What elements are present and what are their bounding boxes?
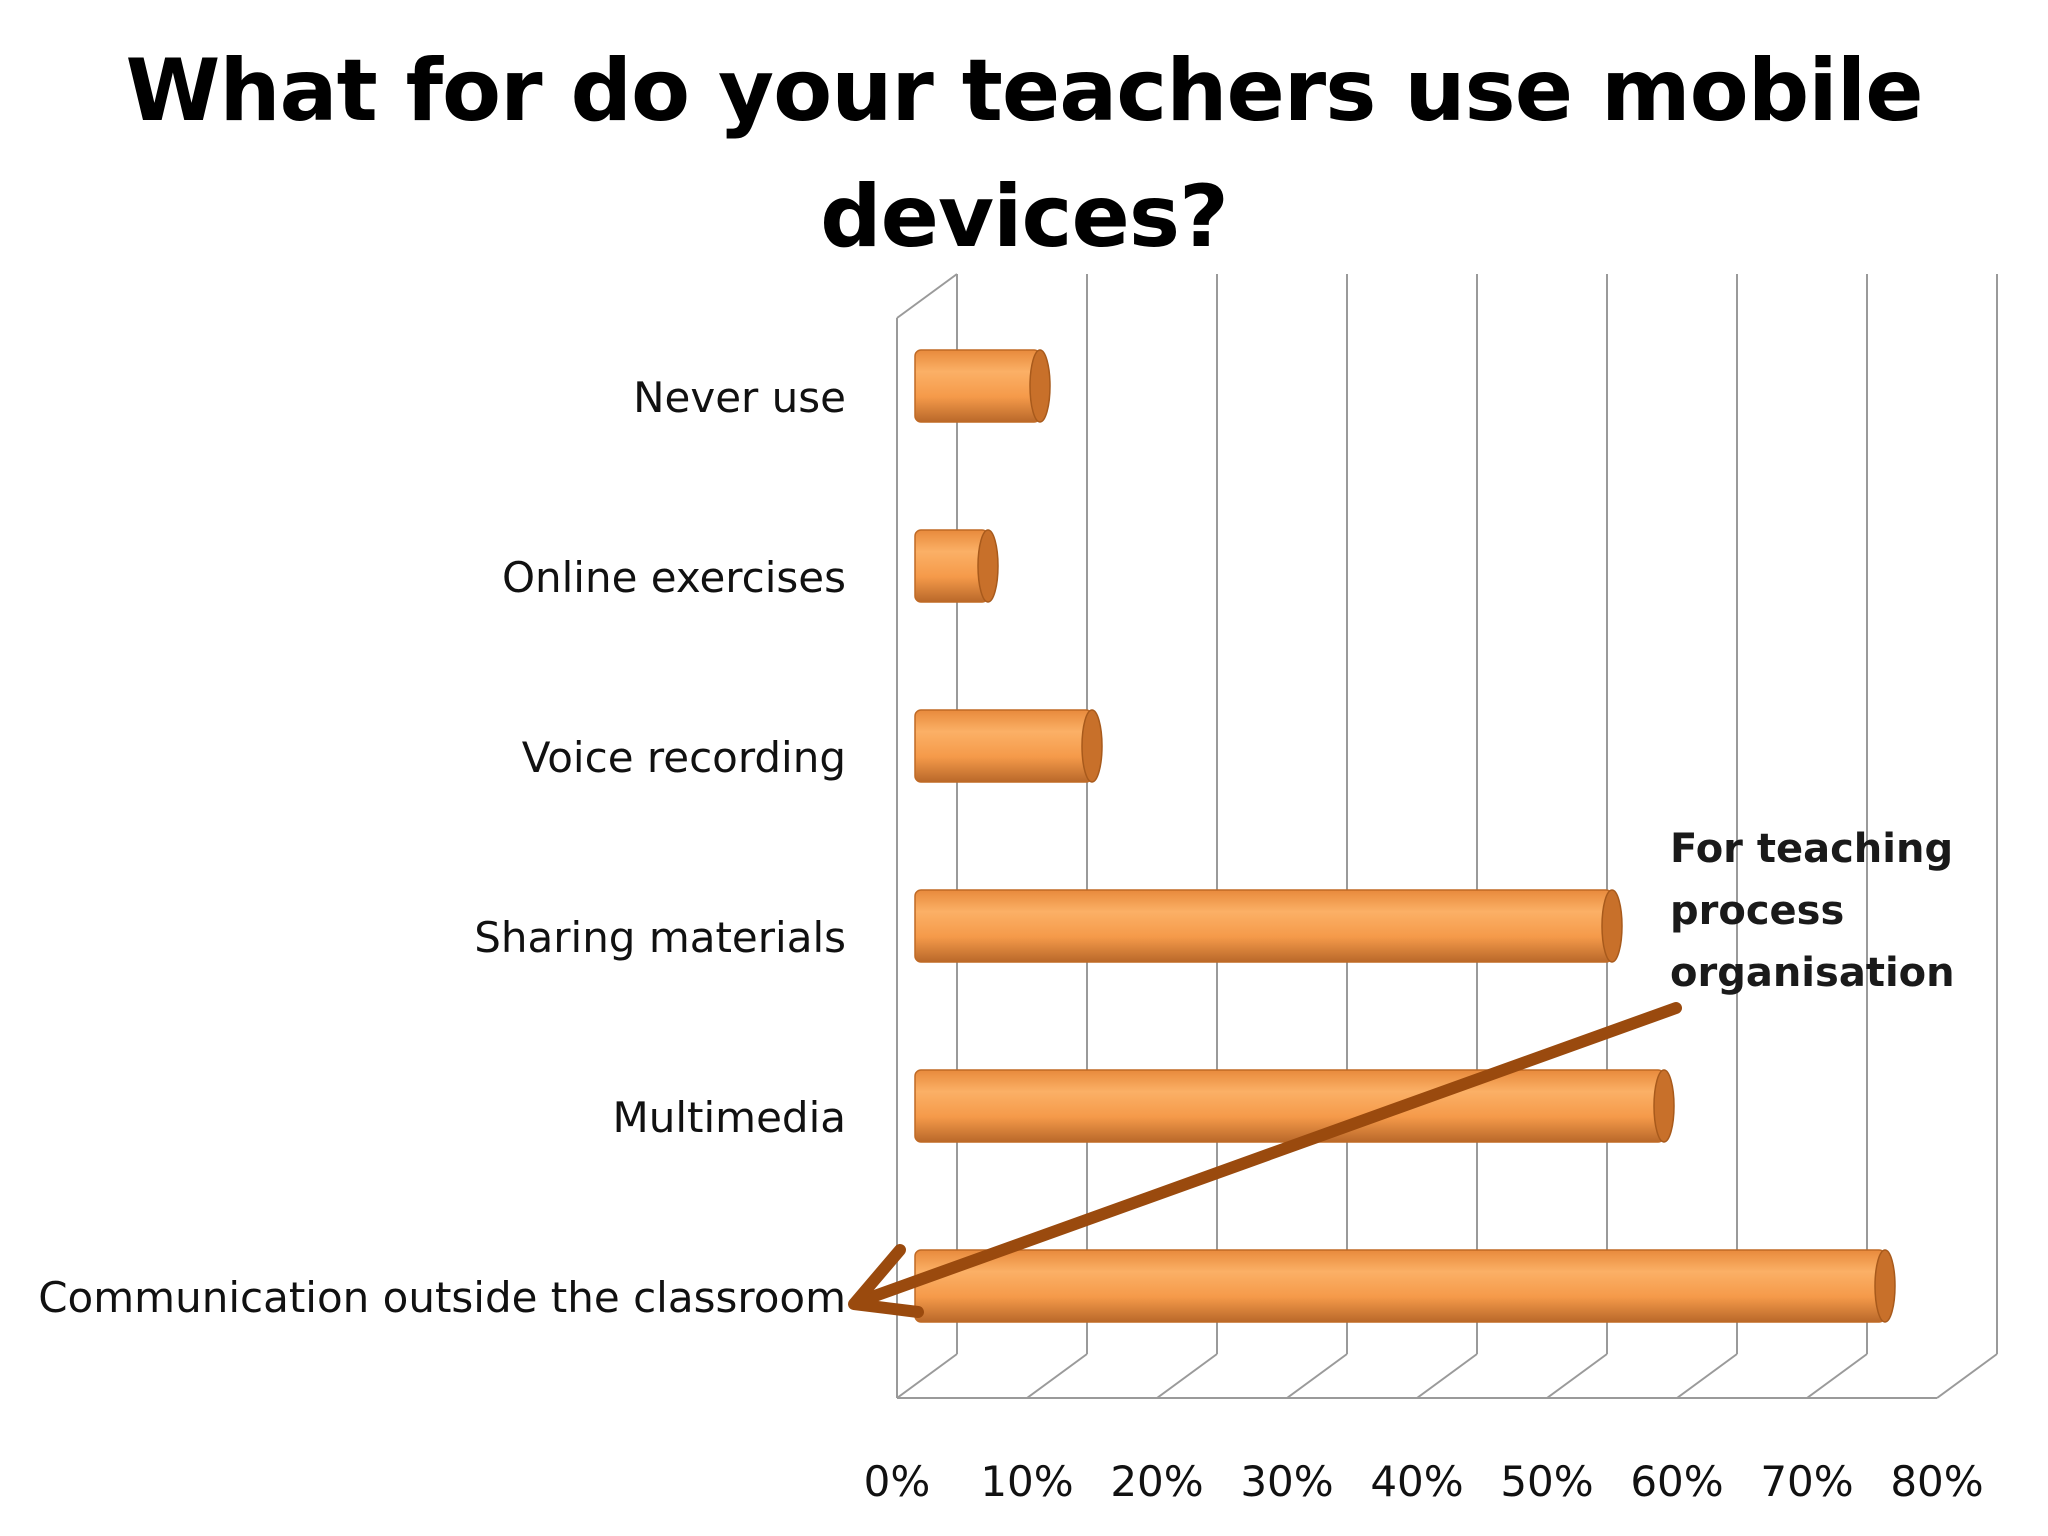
category-label-0: Never use <box>633 373 846 422</box>
chart-title-line-2: devices? <box>820 167 1229 267</box>
bar-0 <box>914 349 1051 423</box>
annotation-arrow <box>848 1002 1682 1318</box>
x-tick-label-0: 0% <box>864 1457 931 1506</box>
bar-2 <box>914 709 1103 783</box>
category-label-2: Voice recording <box>522 733 846 782</box>
x-tick-label-7: 70% <box>1760 1457 1853 1506</box>
wall-top-edge <box>896 273 958 319</box>
floor-line-5 <box>1546 1353 1608 1399</box>
x-axis-tick-labels: 0% 10% 20% 30% 40% 50% 60% 70% 80% <box>864 1457 1984 1506</box>
bar-cap-4 <box>1653 1069 1675 1143</box>
bar-body-5 <box>914 1249 1886 1323</box>
chart-title-line-1: What for do your teachers use mobile <box>125 41 1923 141</box>
x-tick-label-3: 30% <box>1240 1457 1333 1506</box>
bar-cap-2 <box>1081 709 1103 783</box>
floor-line-4 <box>1416 1353 1478 1399</box>
gridlines <box>896 273 1998 1399</box>
bar-body-0 <box>914 349 1041 423</box>
category-label-1: Online exercises <box>502 553 846 602</box>
bar-body-4 <box>914 1069 1665 1143</box>
annotation-line-2: process <box>1670 888 1844 934</box>
x-tick-label-6: 60% <box>1630 1457 1723 1506</box>
floor-line-1 <box>1026 1353 1088 1399</box>
bar-cap-0 <box>1029 349 1051 423</box>
category-label-3: Sharing materials <box>474 913 846 962</box>
annotation-line-1: For teaching <box>1670 826 1953 872</box>
x-tick-label-5: 50% <box>1500 1457 1593 1506</box>
bar-1 <box>914 529 999 603</box>
bar-cap-3 <box>1601 889 1623 963</box>
bar-4 <box>914 1069 1675 1143</box>
floor-line-7 <box>1806 1353 1868 1399</box>
bar-body-2 <box>914 709 1093 783</box>
bar-body-1 <box>914 529 989 603</box>
annotation-line-3: organisation <box>1670 950 1955 996</box>
chart-title: What for do your teachers use mobile dev… <box>124 28 1924 280</box>
bars <box>914 349 1896 1323</box>
x-tick-label-4: 40% <box>1370 1457 1463 1506</box>
x-tick-label-1: 10% <box>980 1457 1073 1506</box>
bar-5 <box>914 1249 1896 1323</box>
category-label-4: Multimedia <box>613 1093 846 1142</box>
category-label-5: Communication outside the classroom <box>38 1273 846 1322</box>
floor-line-8 <box>1936 1353 1998 1399</box>
floor-line-3 <box>1286 1353 1348 1399</box>
category-labels: Never use Online exercises Voice recording… <box>38 373 846 1322</box>
annotation: For teaching process organisation <box>1670 826 1955 996</box>
bar-3 <box>914 889 1623 963</box>
arrow-shaft <box>852 1002 1682 1308</box>
arrow-head <box>848 1244 924 1318</box>
floor-line-2 <box>1156 1353 1218 1399</box>
bar-cap-1 <box>977 529 999 603</box>
bar-body-3 <box>914 889 1613 963</box>
x-tick-label-2: 20% <box>1110 1457 1203 1506</box>
floor-line-6 <box>1676 1353 1738 1399</box>
floor-line-0 <box>896 1353 958 1399</box>
bar-cap-5 <box>1874 1249 1896 1323</box>
x-tick-label-8: 80% <box>1890 1457 1983 1506</box>
